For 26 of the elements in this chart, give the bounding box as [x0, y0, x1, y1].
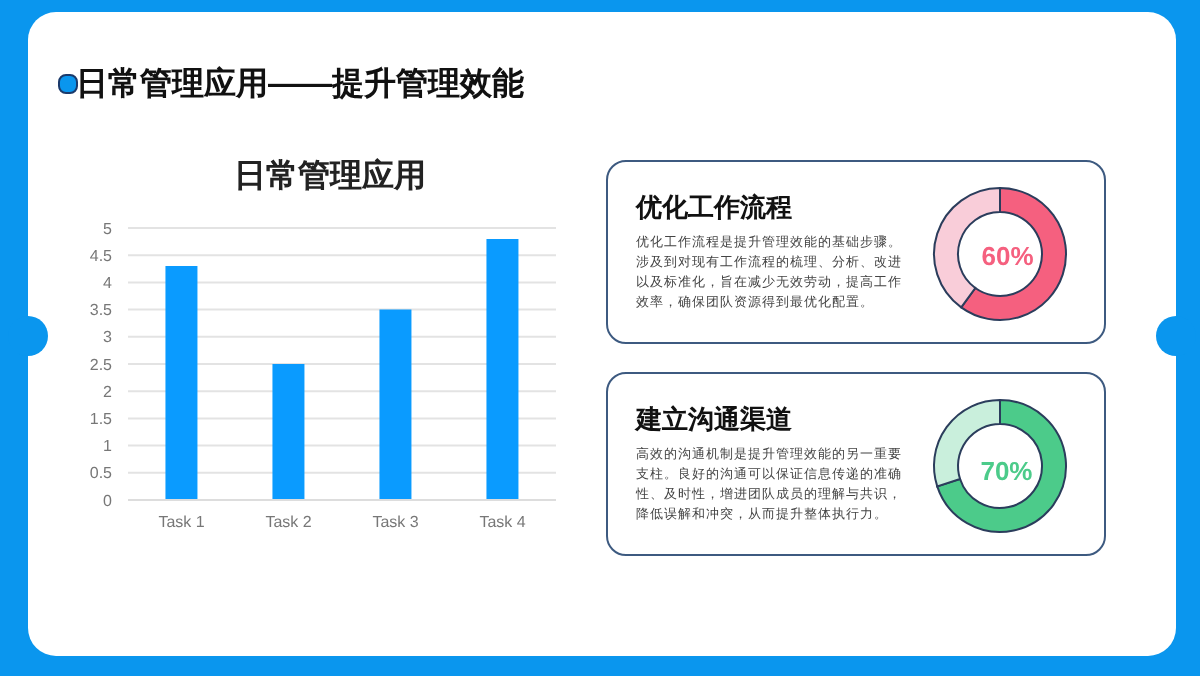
x-tick-label: Task 4 — [479, 513, 527, 532]
bar — [272, 364, 305, 500]
bar — [379, 309, 412, 500]
x-tick-label: Task 2 — [265, 513, 313, 532]
text: 日常管理应用——提升管理效能 — [76, 64, 524, 106]
bar — [165, 266, 198, 500]
chart-title: 日常管理应用 — [232, 156, 428, 198]
y-tick-label: 4 — [103, 274, 114, 293]
donut-slice — [936, 399, 1067, 533]
y-tick-label: 1 — [103, 437, 114, 456]
x-tick-label: Task 3 — [372, 513, 420, 532]
y-tick-label: 4.5 — [89, 246, 114, 265]
text: 优化工作流程 — [636, 190, 792, 226]
data-label: 70% — [980, 455, 1034, 486]
y-tick-label: 2 — [103, 382, 114, 401]
x-tick-label: Task 1 — [158, 513, 206, 532]
y-tick-label: 5 — [103, 219, 114, 238]
y-tick-label: 1.5 — [89, 410, 114, 429]
bar — [486, 238, 519, 500]
data-label: 60% — [981, 241, 1035, 272]
text: 建立沟通渠道 — [636, 402, 792, 438]
y-tick-label: 0 — [103, 491, 114, 510]
y-tick-label: 3 — [103, 328, 114, 347]
y-tick-label: 0.5 — [89, 464, 114, 483]
y-tick-label: 2.5 — [89, 355, 114, 374]
y-tick-label: 3.5 — [89, 301, 114, 320]
